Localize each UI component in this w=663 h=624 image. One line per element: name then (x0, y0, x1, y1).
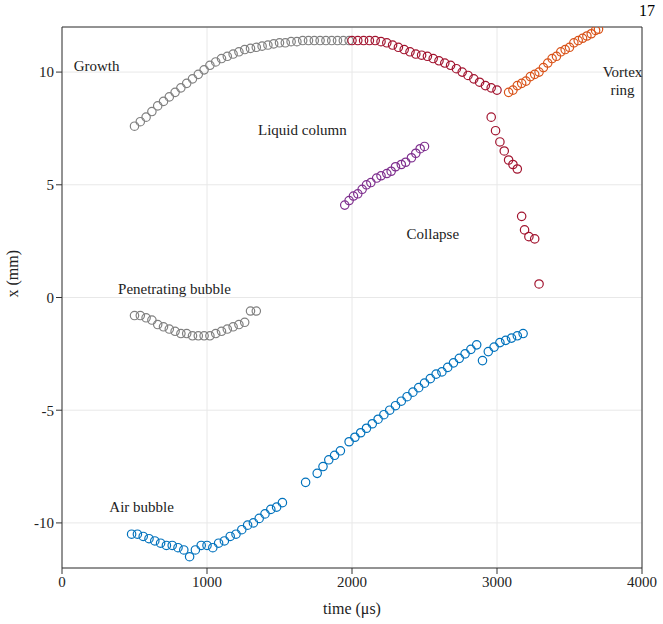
svg-text:2000: 2000 (337, 574, 367, 590)
svg-text:1000: 1000 (192, 574, 222, 590)
svg-text:10: 10 (39, 64, 54, 80)
svg-text:Penetrating bubble: Penetrating bubble (118, 281, 231, 297)
svg-text:Vortexring: Vortexring (603, 64, 643, 98)
svg-text:Collapse: Collapse (407, 226, 460, 242)
svg-text:5: 5 (47, 177, 55, 193)
svg-text:Air bubble: Air bubble (109, 499, 174, 515)
svg-text:-5: -5 (42, 403, 55, 419)
svg-text:time (μs): time (μs) (323, 600, 381, 618)
svg-text:3000: 3000 (482, 574, 512, 590)
svg-text:x (mm): x (mm) (4, 250, 22, 298)
svg-text:0: 0 (47, 290, 55, 306)
svg-text:Liquid column: Liquid column (258, 122, 347, 138)
svg-text:-10: -10 (34, 515, 54, 531)
html-text:17: 17 (639, 2, 655, 19)
svg-text:4000: 4000 (627, 574, 657, 590)
svg-text:Growth: Growth (74, 58, 120, 74)
svg-text:0: 0 (58, 574, 66, 590)
